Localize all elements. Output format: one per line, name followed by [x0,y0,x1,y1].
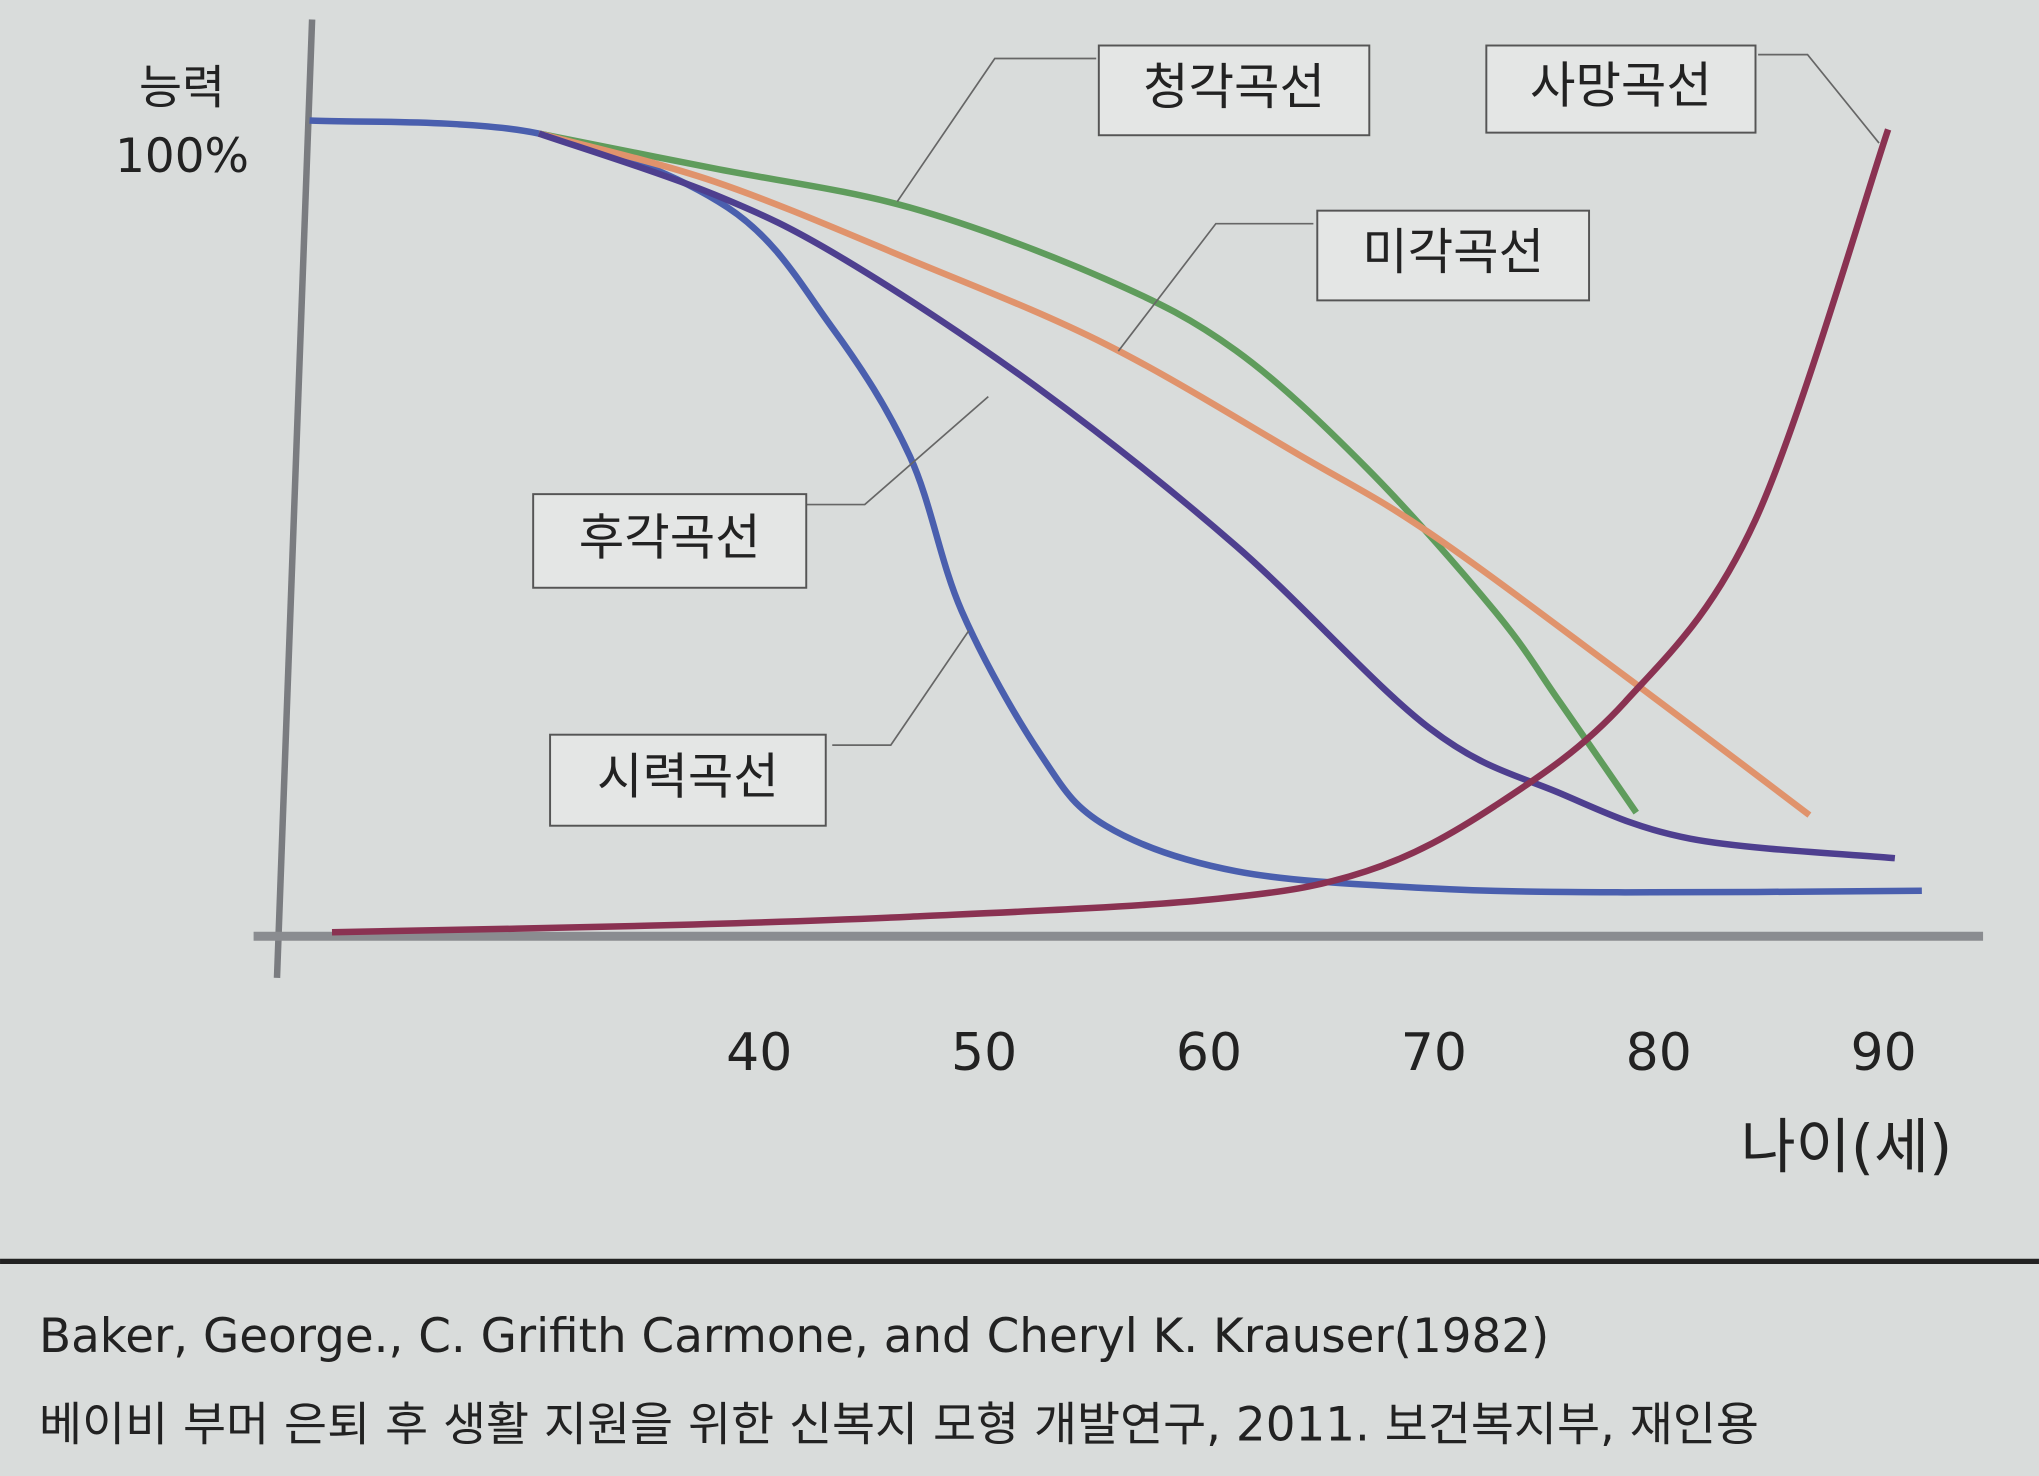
x-tick-label: 40 [726,1023,792,1083]
curve [538,130,1812,818]
series-label: 미각곡선 [1362,223,1544,281]
source-line: Baker, George., C. Grifith Carmone, and … [39,1310,1549,1364]
label-box [1097,44,1371,137]
x-tick-label: 60 [1176,1023,1242,1083]
leader-line [832,630,970,746]
leader-line [896,57,1097,203]
label-box [1485,44,1757,134]
x-tick-label: 50 [951,1023,1017,1083]
series-label: 청각곡선 [1143,58,1325,116]
x-tick-label: 80 [1626,1023,1692,1083]
x-tick-label: 90 [1851,1023,1917,1083]
y-axis-label: 능력 [139,62,225,116]
series-label: 시력곡선 [597,748,779,806]
curve [537,130,1896,862]
series-label: 후각곡선 [579,508,761,566]
y-axis [273,19,316,978]
source-line: 베이비 부머 은퇴 후 생활 지원을 위한 신복지 모형 개발연구, 2011.… [39,1398,1759,1452]
curve [538,130,1639,815]
leader-line [806,395,989,506]
series-label: 사망곡선 [1530,57,1712,115]
y-tick-label: 100% [115,130,249,184]
curve [331,128,1892,936]
leader-line [1758,53,1880,144]
x-axis-label: 나이(세) [1741,1112,1953,1182]
label-box [1316,209,1591,302]
label-box [532,493,808,589]
leader-line [1117,222,1314,352]
x-tick-label: 70 [1401,1023,1467,1083]
label-box [549,733,827,827]
